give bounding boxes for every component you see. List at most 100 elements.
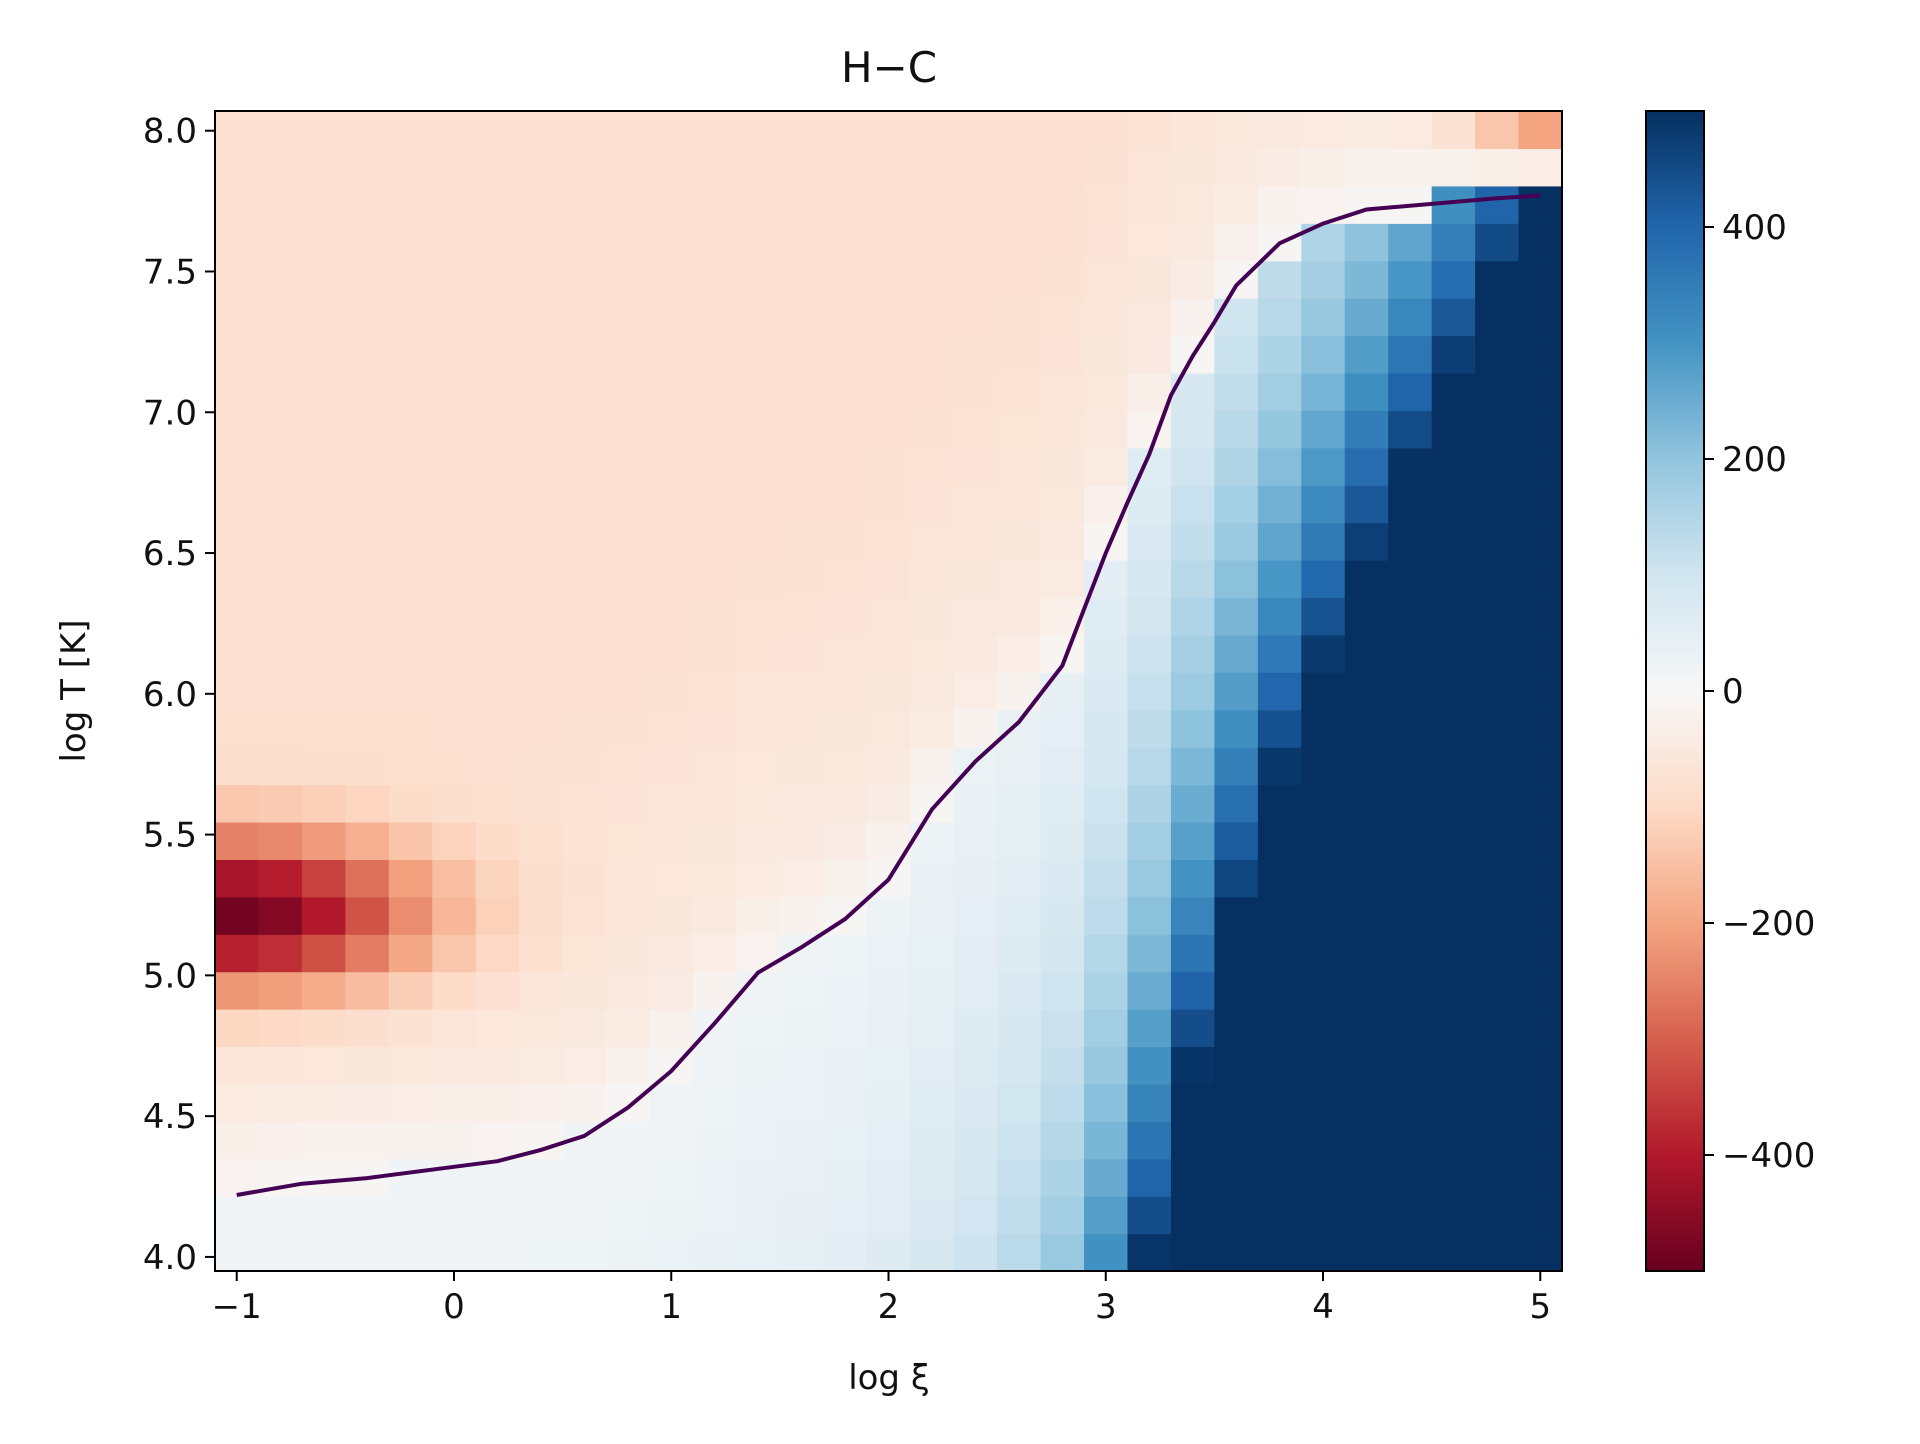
- heatmap-cell: [388, 298, 433, 337]
- heatmap-cell: [519, 784, 564, 823]
- heatmap-cell: [432, 298, 477, 337]
- heatmap-cell: [432, 372, 477, 411]
- heatmap-cell: [562, 821, 607, 860]
- heatmap-cell: [1127, 1083, 1172, 1122]
- heatmap-cell: [1388, 709, 1433, 748]
- heatmap-cell: [1344, 260, 1389, 299]
- heatmap-cell: [475, 410, 520, 449]
- heatmap-cell: [779, 1083, 824, 1122]
- heatmap-cell: [823, 485, 868, 524]
- heatmap-cell: [1475, 335, 1520, 374]
- heatmap-cell: [1475, 148, 1520, 187]
- heatmap-cell: [997, 1196, 1042, 1235]
- heatmap-cell: [1518, 597, 1563, 636]
- heatmap-cell: [1344, 372, 1389, 411]
- heatmap-cell: [1388, 821, 1433, 860]
- heatmap-cell: [910, 747, 955, 786]
- colorbar-tick-label: 400: [1722, 208, 1787, 248]
- heatmap-cell: [1344, 298, 1389, 337]
- heatmap-cell: [1388, 410, 1433, 449]
- heatmap-cell: [953, 1009, 998, 1048]
- heatmap-cell: [1127, 185, 1172, 224]
- heatmap-cell: [1127, 111, 1172, 150]
- heatmap-cell: [823, 634, 868, 673]
- heatmap-cell: [910, 522, 955, 561]
- heatmap-cell: [1214, 1233, 1259, 1272]
- heatmap-cell: [1518, 1196, 1563, 1235]
- heatmap-cell: [1040, 1158, 1085, 1197]
- heatmap-cell: [1127, 672, 1172, 711]
- heatmap-cell: [953, 672, 998, 711]
- heatmap-cell: [866, 709, 911, 748]
- heatmap-cell: [562, 1083, 607, 1122]
- heatmap-cell: [997, 447, 1042, 486]
- heatmap-cell: [1040, 372, 1085, 411]
- heatmap-cell: [1475, 410, 1520, 449]
- heatmap-cell: [692, 1046, 738, 1085]
- heatmap-cell: [823, 335, 868, 374]
- heatmap-cell: [1214, 634, 1259, 673]
- heatmap-cell: [692, 634, 738, 673]
- heatmap-cell: [1040, 298, 1085, 337]
- heatmap-cell: [606, 971, 651, 1010]
- heatmap-cell: [736, 1046, 781, 1085]
- heatmap-cell: [606, 1158, 651, 1197]
- heatmap-cell: [519, 709, 564, 748]
- heatmap-cell: [692, 148, 738, 187]
- heatmap-cell: [1301, 1046, 1346, 1085]
- heatmap-cell: [649, 447, 694, 486]
- heatmap-cell: [1257, 896, 1302, 935]
- heatmap-cell: [823, 1121, 868, 1160]
- heatmap-cell: [910, 560, 955, 599]
- heatmap-cell: [301, 1121, 346, 1160]
- heatmap-cell: [953, 784, 998, 823]
- heatmap-cell: [258, 821, 303, 860]
- heatmap-cell: [1518, 335, 1563, 374]
- heatmap-cell: [1040, 447, 1085, 486]
- heatmap-cell: [1170, 485, 1215, 524]
- heatmap-cell: [519, 821, 564, 860]
- heatmap-cell: [649, 597, 694, 636]
- heatmap-cell: [1518, 111, 1563, 150]
- heatmap-cell: [649, 1009, 694, 1048]
- heatmap-cell: [388, 522, 433, 561]
- heatmap-cell: [1127, 784, 1172, 823]
- heatmap-cell: [1475, 372, 1520, 411]
- heatmap-cell: [1257, 447, 1302, 486]
- heatmap-cell: [1344, 1158, 1389, 1197]
- heatmap-cell: [519, 1158, 564, 1197]
- heatmap-cell: [432, 934, 477, 973]
- heatmap-cell: [779, 597, 824, 636]
- heatmap-cell: [1214, 185, 1259, 224]
- heatmap-cell: [1301, 1196, 1346, 1235]
- heatmap-cell: [736, 447, 781, 486]
- heatmap-cell: [388, 1083, 433, 1122]
- heatmap-cell: [519, 260, 564, 299]
- heatmap-cell: [388, 1009, 433, 1048]
- heatmap-cell: [301, 1158, 346, 1197]
- heatmap-cell: [1518, 859, 1563, 898]
- heatmap-cell: [866, 260, 911, 299]
- heatmap-cell: [301, 1233, 346, 1272]
- heatmap-cell: [1040, 1009, 1085, 1048]
- heatmap-cell: [953, 447, 998, 486]
- heatmap-cell: [1040, 934, 1085, 973]
- heatmap-cell: [345, 1233, 390, 1272]
- heatmap-cell: [388, 859, 433, 898]
- heatmap-cell: [519, 372, 564, 411]
- colorbar: [1645, 110, 1705, 1272]
- y-tick-label: 4.0: [143, 1238, 197, 1278]
- heatmap-cell: [258, 185, 303, 224]
- heatmap-cell: [258, 485, 303, 524]
- heatmap-cell: [823, 971, 868, 1010]
- heatmap-cell: [1301, 597, 1346, 636]
- heatmap-cell: [562, 896, 607, 935]
- heatmap-cell: [432, 672, 477, 711]
- heatmap-cell: [215, 148, 260, 187]
- heatmap-cell: [1170, 821, 1215, 860]
- heatmap-cell: [1170, 971, 1215, 1010]
- heatmap-cell: [866, 298, 911, 337]
- heatmap-cell: [606, 185, 651, 224]
- heatmap-cell: [1084, 971, 1129, 1010]
- heatmap-cell: [1518, 522, 1563, 561]
